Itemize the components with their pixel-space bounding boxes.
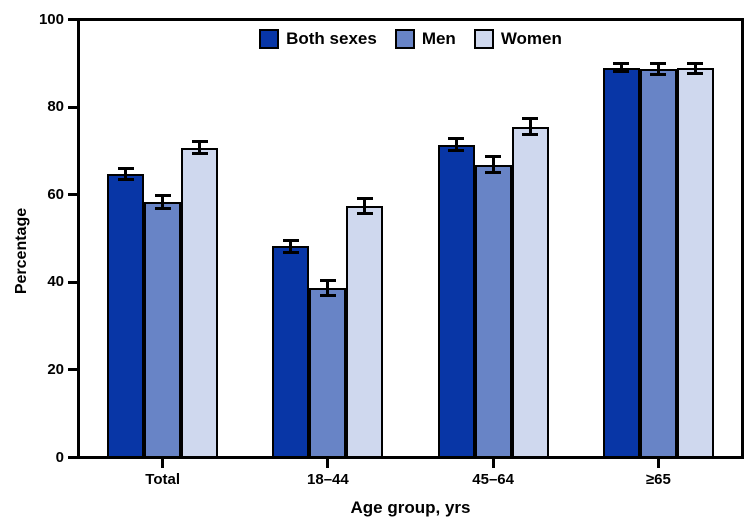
legend-swatch-icon [473, 29, 494, 49]
error-bar-cap-bottom [613, 70, 630, 74]
error-bar-cap-top [191, 140, 208, 144]
error-bar-cap-top [650, 62, 667, 66]
legend-label: Women [500, 29, 562, 48]
error-bar-cap-bottom [650, 73, 667, 77]
error-bar [289, 240, 293, 253]
bar-both-sexes-≥65 [602, 67, 640, 456]
y-tick-label: 20 [47, 360, 64, 378]
bar-men-≥65 [639, 69, 677, 456]
error-bar [693, 63, 697, 74]
legend-label: Men [421, 29, 456, 48]
y-tick-label: 60 [47, 185, 64, 203]
x-tick-label: 45–64 [472, 471, 514, 488]
error-bar-cap-bottom [319, 294, 336, 298]
x-tick-label: ≥65 [645, 471, 671, 488]
error-bar-cap-top [154, 193, 171, 197]
error-bar-cap-top [687, 62, 704, 66]
bar-both-sexes-Total [107, 174, 145, 456]
y-tick-label: 80 [47, 98, 64, 116]
y-tick-label: 100 [38, 10, 64, 28]
y-tick-label: 40 [47, 273, 64, 291]
bar-women-45–64 [511, 126, 549, 456]
legend-item-both-sexes: Both sexes [259, 29, 377, 49]
error-bar [528, 118, 532, 135]
error-bar [161, 195, 165, 209]
error-bar-cap-top [282, 238, 299, 242]
plot-area: Both sexes Men Women [77, 18, 744, 459]
y-tick [68, 456, 77, 459]
error-bar-cap-bottom [117, 177, 134, 181]
y-tick [68, 368, 77, 372]
bar-women-Total [181, 147, 219, 456]
error-bar-cap-bottom [687, 71, 704, 75]
bar-women-≥65 [676, 68, 714, 456]
y-axis-title: Percentage [13, 207, 30, 294]
legend-swatch-icon [259, 29, 280, 49]
error-bar [363, 198, 367, 214]
y-tick [68, 193, 77, 197]
error-bar [656, 63, 660, 75]
x-axis-title: Age group, yrs [350, 498, 471, 517]
error-bar-cap-bottom [154, 207, 171, 210]
error-bar-cap-top [319, 278, 336, 282]
error-bar-cap-top [356, 196, 373, 200]
legend: Both sexes Men Women [80, 29, 741, 49]
error-bar [124, 168, 128, 180]
x-tick [326, 459, 330, 468]
legend-item-men: Men [394, 29, 456, 49]
y-tick [68, 18, 77, 21]
error-bar [619, 63, 623, 72]
legend-label: Both sexes [286, 29, 377, 48]
legend-swatch-icon [394, 29, 415, 49]
bar-men-18–44 [309, 288, 347, 456]
error-bar-cap-bottom [356, 212, 373, 216]
error-bar-cap-top [448, 136, 465, 140]
y-tick [68, 280, 77, 284]
x-tick-label: Total [145, 471, 180, 488]
error-bar [491, 156, 495, 173]
error-bar [326, 280, 330, 296]
x-tick [161, 459, 165, 468]
legend-item-women: Women [473, 29, 562, 49]
y-tick-label: 0 [55, 448, 64, 466]
error-bar-cap-top [613, 61, 630, 65]
bar-men-45–64 [474, 164, 512, 456]
x-tick-label: 18–44 [307, 471, 349, 488]
error-bar-cap-top [485, 154, 502, 158]
error-bar-cap-bottom [485, 171, 502, 175]
y-tick [68, 105, 77, 109]
error-bar [454, 138, 458, 151]
bar-both-sexes-18–44 [272, 246, 310, 456]
bar-men-Total [144, 201, 182, 456]
bar-both-sexes-45–64 [437, 144, 475, 456]
error-bar-cap-bottom [191, 151, 208, 155]
error-bar-cap-bottom [522, 133, 539, 137]
error-bar-cap-top [522, 117, 539, 121]
error-bar [198, 141, 202, 154]
x-tick [656, 459, 660, 468]
bar-women-18–44 [346, 205, 384, 456]
error-bar-cap-top [117, 167, 134, 171]
error-bar-cap-bottom [282, 250, 299, 254]
x-tick [491, 459, 495, 468]
error-bar-cap-bottom [448, 149, 465, 153]
